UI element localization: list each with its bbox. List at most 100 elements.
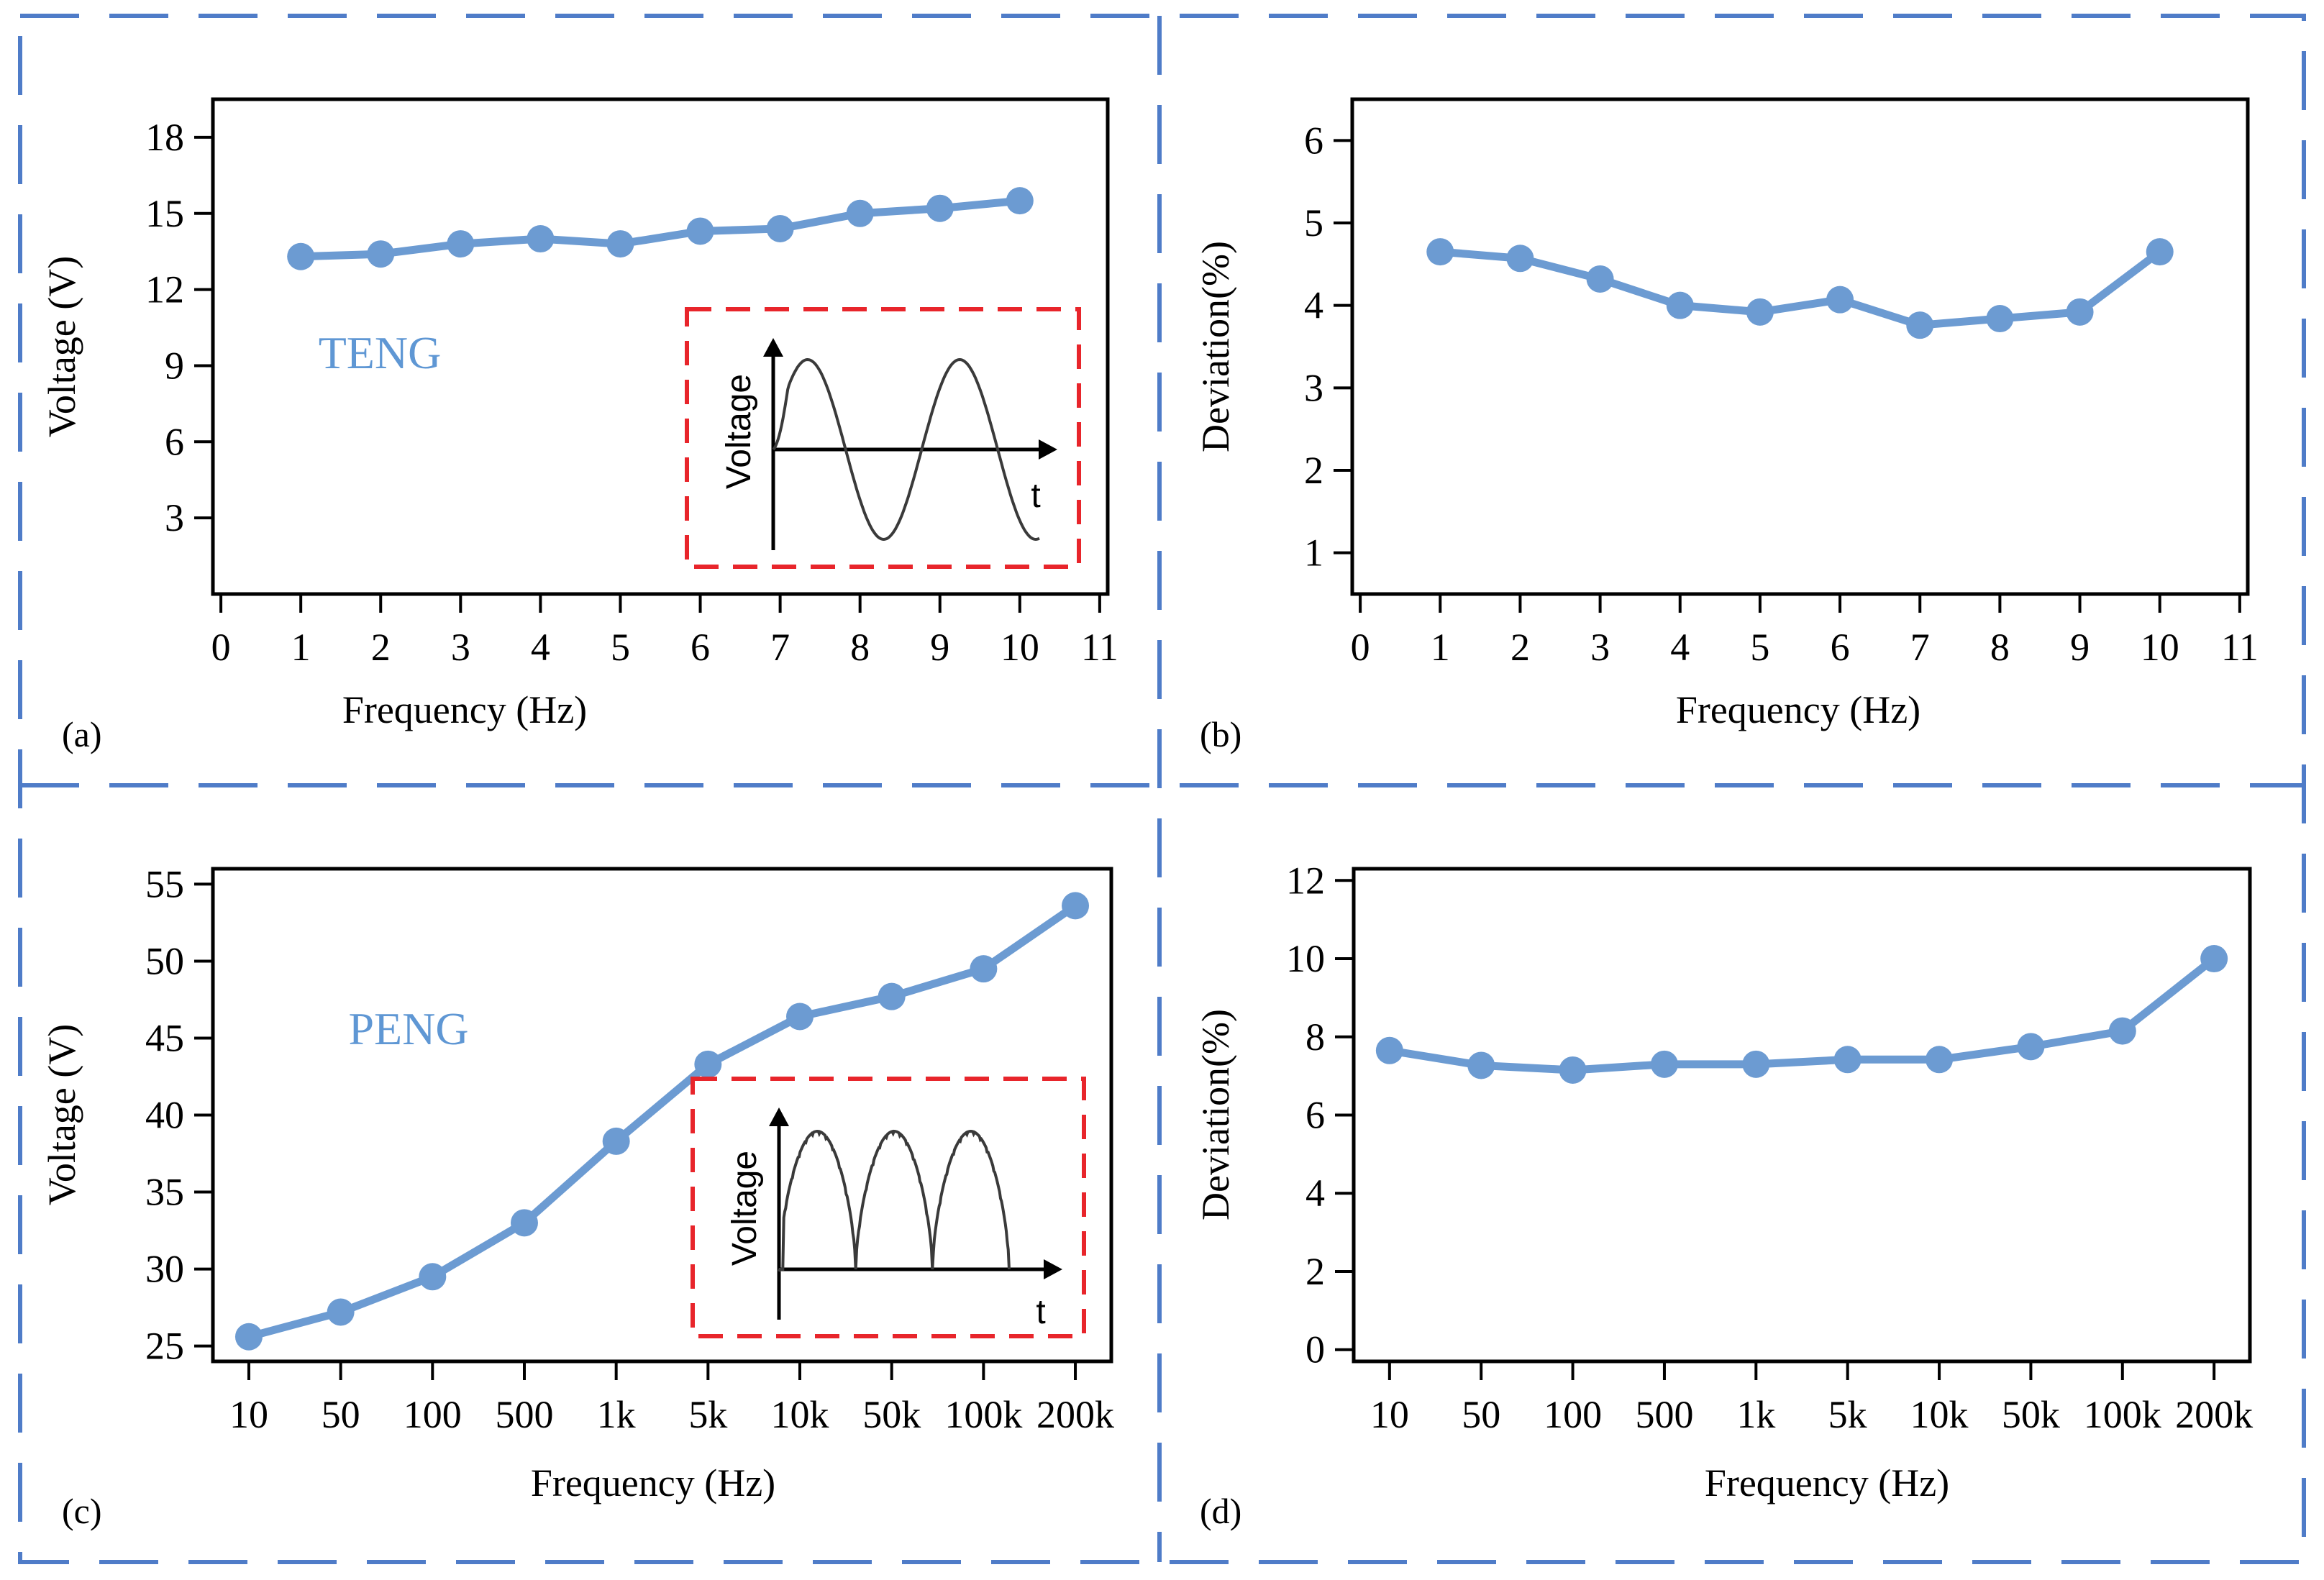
x-tick-label: 6 bbox=[691, 626, 710, 669]
x-tick-label: 5k bbox=[688, 1393, 727, 1436]
y-tick-label: 2 bbox=[1305, 1250, 1325, 1293]
x-tick-label: 5 bbox=[1750, 626, 1769, 669]
y-tick-label: 0 bbox=[1305, 1328, 1325, 1371]
x-tick-label: 4 bbox=[1670, 626, 1690, 669]
y-tick-label: 6 bbox=[165, 420, 184, 463]
y-tick-label: 8 bbox=[1305, 1015, 1325, 1059]
y-tick-label: 3 bbox=[1304, 366, 1323, 409]
x-tick-label: 500 bbox=[1635, 1393, 1693, 1436]
x-tick-label: 9 bbox=[930, 626, 949, 669]
y-tick-label: 50 bbox=[145, 939, 184, 982]
x-tick-label: 3 bbox=[1590, 626, 1610, 669]
panel-d: 10 50 100 500 1k 5k 10k 50k 100k 200k 0 2 4 6 8 10 12 Fre… bbox=[1194, 859, 2253, 1531]
inset-waveform bbox=[778, 1129, 1011, 1272]
series-line bbox=[1439, 247, 2163, 329]
y-tick-label: 30 bbox=[145, 1248, 184, 1291]
x-tick-label: 50k bbox=[862, 1393, 921, 1436]
y-tick-label: 40 bbox=[145, 1094, 184, 1137]
y-tick-label: 6 bbox=[1305, 1094, 1325, 1137]
x-tick-label: 7 bbox=[1910, 626, 1930, 669]
x-tick-label: 10k bbox=[1910, 1393, 1969, 1436]
y-tick-label: 55 bbox=[145, 862, 184, 905]
plot-area-border bbox=[1350, 97, 2250, 596]
x-tick-label: 100 bbox=[1544, 1393, 1602, 1436]
x-tick-label: 10 bbox=[229, 1393, 268, 1436]
x-tick-label: 200k bbox=[2175, 1393, 2253, 1436]
data-point bbox=[447, 230, 475, 258]
inset-border bbox=[685, 307, 1081, 569]
data-point bbox=[1062, 892, 1090, 920]
x-tick-label: 8 bbox=[850, 626, 870, 669]
data-point bbox=[602, 1127, 630, 1155]
inset-waveform bbox=[772, 357, 1040, 542]
data-point bbox=[926, 194, 954, 222]
inset-y-arrow bbox=[763, 338, 783, 357]
y-tick-label: 12 bbox=[1286, 859, 1325, 902]
y-tick-label: 4 bbox=[1304, 284, 1323, 327]
data-point bbox=[2017, 1033, 2045, 1061]
y-tick-label: 18 bbox=[145, 116, 184, 159]
data-point bbox=[367, 240, 395, 268]
data-point bbox=[234, 1323, 263, 1351]
inset-y-label: Voltage bbox=[726, 1151, 764, 1266]
x-tick-label: 2 bbox=[1510, 626, 1530, 669]
y-tick-label: 45 bbox=[145, 1016, 184, 1059]
x-tick-label: 2 bbox=[371, 626, 391, 669]
data-point bbox=[766, 214, 794, 242]
data-point bbox=[846, 199, 874, 227]
data-point bbox=[327, 1298, 355, 1326]
data-point bbox=[1826, 286, 1854, 314]
x-tick-label: 7 bbox=[770, 626, 790, 669]
x-tick-label: 10 bbox=[1001, 626, 1039, 669]
series-annotation: TENG bbox=[319, 327, 442, 378]
x-tick-label: 0 bbox=[211, 626, 231, 669]
x-tick-label: 100k bbox=[944, 1393, 1022, 1436]
x-tick-label: 50 bbox=[1462, 1393, 1500, 1436]
panel-frame bbox=[18, 14, 2306, 1564]
outer-dashed-border bbox=[18, 14, 2306, 1564]
data-point bbox=[786, 1003, 814, 1031]
x-tick-label: 6 bbox=[1831, 626, 1850, 669]
x-tick-label: 100 bbox=[404, 1393, 462, 1436]
x-tick-label: 50 bbox=[322, 1393, 360, 1436]
x-tick-label: 100k bbox=[2084, 1393, 2161, 1436]
x-tick-label: 500 bbox=[495, 1393, 553, 1436]
y-axis-title: Deviation(%) bbox=[1194, 1009, 1237, 1220]
series-line bbox=[301, 196, 1021, 261]
inset-y-arrow bbox=[769, 1108, 789, 1126]
inset-x-arrow bbox=[1039, 439, 1057, 460]
x-axis-title: Frequency (Hz) bbox=[1676, 688, 1920, 731]
data-point bbox=[1006, 187, 1034, 215]
x-tick-label: 1k bbox=[1736, 1393, 1775, 1436]
x-tick-label: 1 bbox=[291, 626, 311, 669]
data-point bbox=[1650, 1050, 1678, 1078]
x-tick-label: 11 bbox=[1081, 626, 1118, 669]
data-point bbox=[2066, 298, 2094, 326]
data-point bbox=[510, 1209, 538, 1237]
data-point bbox=[606, 230, 634, 258]
series-annotation: PENG bbox=[348, 1003, 468, 1054]
data-point bbox=[1559, 1056, 1587, 1084]
plot-area-border bbox=[211, 97, 1110, 596]
y-tick-label: 15 bbox=[145, 192, 184, 235]
x-tick-label: 1k bbox=[597, 1393, 636, 1436]
inset-x-label: t bbox=[1036, 1293, 1045, 1331]
y-tick-label: 10 bbox=[1286, 937, 1325, 980]
data-point bbox=[694, 1050, 722, 1078]
data-point bbox=[2200, 945, 2228, 973]
inset-x-arrow bbox=[1044, 1259, 1062, 1279]
data-point bbox=[1426, 238, 1454, 266]
x-tick-label: 3 bbox=[451, 626, 470, 669]
data-point bbox=[970, 955, 998, 983]
panel-label: (b) bbox=[1200, 714, 1241, 754]
data-point bbox=[1746, 298, 1774, 326]
x-tick-label: 200k bbox=[1036, 1393, 1114, 1436]
data-point bbox=[527, 225, 555, 253]
x-tick-label: 11 bbox=[2221, 626, 2259, 669]
plot-area-border bbox=[1352, 867, 2252, 1364]
y-tick-label: 25 bbox=[145, 1325, 184, 1368]
y-axis-title: Voltage (V) bbox=[40, 1024, 83, 1205]
y-tick-label: 35 bbox=[145, 1171, 184, 1214]
